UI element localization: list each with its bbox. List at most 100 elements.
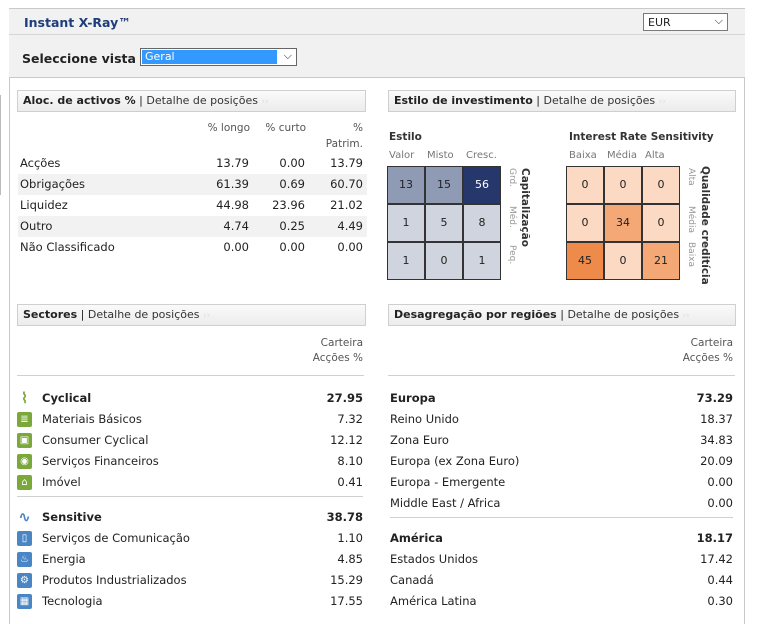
region-name: Europa - Emergente <box>390 475 506 489</box>
equity-row-1: Méd. <box>507 206 517 228</box>
sector-value: 17.55 <box>330 594 363 608</box>
region-name: América Latina <box>390 594 477 608</box>
equity-style-box: 13 15 56 1 5 8 1 0 1 <box>387 166 503 282</box>
region-value: 0.30 <box>707 594 733 608</box>
region-value: 0.44 <box>707 573 733 587</box>
list-item: ⌇ Cyclical 27.95 <box>17 388 363 409</box>
style-title: Estilo de investimento <box>394 94 533 107</box>
bond-cell: 0 <box>566 204 604 242</box>
sector-name: Materiais Básicos <box>42 412 142 426</box>
communication-icon: ▯ <box>17 531 32 546</box>
bond-row-1: Média <box>686 206 696 234</box>
bond-style-title: Interest Rate Sensitivity <box>569 131 714 143</box>
regions-col-portfolio: Carteira <box>690 337 733 349</box>
region-value: 34.83 <box>700 433 733 447</box>
view-select[interactable]: Geral ⌵ <box>140 48 297 66</box>
list-item: ≣ Materiais Básicos 7.32 <box>17 409 363 430</box>
region-name: Reino Unido <box>390 412 459 426</box>
list-item: Europa (ex Zona Euro) 20.09 <box>390 451 733 472</box>
financial-services-icon: ◉ <box>17 454 32 469</box>
list-item: ♨ Energia 4.85 <box>17 549 363 570</box>
table-row: Obrigações 61.39 0.69 60.70 <box>18 174 367 195</box>
sector-value: 0.41 <box>337 475 363 489</box>
equity-style-title: Estilo <box>389 131 422 143</box>
equity-cell: 13 <box>387 166 425 204</box>
sector-value: 27.95 <box>326 391 363 405</box>
basic-materials-icon: ≣ <box>17 412 32 427</box>
page-title: Instant X-Ray™ <box>24 15 131 30</box>
xray-frame <box>9 8 745 624</box>
list-item: ▯ Serviços de Comunicação 1.10 <box>17 528 363 549</box>
regions-title: Desagregação por regiões <box>394 308 557 321</box>
col-short: % curto <box>265 122 306 134</box>
bond-cell: 0 <box>566 166 604 204</box>
regions-col-equity: Acções % <box>682 352 733 364</box>
region-list: Europa 73.29 Reino Unido 18.37 Zona Euro 34.8… <box>390 388 733 624</box>
list-item: ∿ Sensitive 38.78 <box>17 507 363 528</box>
style-detail-link[interactable]: Detalhe de posições <box>543 94 656 107</box>
regions-detail-link[interactable]: Detalhe de posições <box>567 308 680 321</box>
style-header: Estilo de investimento | Detalhe de posi… <box>388 90 736 112</box>
sector-value: 8.10 <box>337 454 363 468</box>
table-row: Não Classificado 0.00 0.00 0.00 <box>20 240 363 254</box>
sector-value: 38.78 <box>326 510 363 524</box>
currency-select[interactable]: EUR ⌵ <box>643 13 728 31</box>
bond-col-0: Baixa <box>569 150 597 161</box>
region-name: América <box>390 531 443 545</box>
sectors-col-equity: Acções % <box>312 352 363 364</box>
col-net-sub: Patrim. <box>325 138 363 150</box>
sector-name: Energia <box>42 552 86 566</box>
equity-cell: 1 <box>387 242 425 280</box>
region-name: Zona Euro <box>390 433 449 447</box>
region-name: Middle East / Africa <box>390 496 501 510</box>
regions-header: Desagregação por regiões | Detalhe de po… <box>388 304 736 326</box>
equity-cell: 0 <box>425 242 463 280</box>
chevron-down-icon: ⌵ <box>714 14 723 27</box>
table-row: Outro 4.74 0.25 4.49 <box>18 216 367 237</box>
sector-name: Consumer Cyclical <box>42 433 149 447</box>
energy-icon: ♨ <box>17 552 32 567</box>
view-value: Geral <box>142 50 277 64</box>
equity-cell: 8 <box>463 204 501 242</box>
sector-value: 15.29 <box>330 573 363 587</box>
sector-name: Sensitive <box>42 510 102 524</box>
col-net: % <box>353 122 363 134</box>
allocation-detail-link[interactable]: Detalhe de posições <box>146 94 258 107</box>
region-value: 0.00 <box>707 496 733 510</box>
list-item: América Latina 0.30 <box>390 591 733 612</box>
equity-cell: 5 <box>425 204 463 242</box>
bond-col-2: Alta <box>645 150 665 161</box>
list-item: ⌂ Imóvel 0.41 <box>17 472 363 493</box>
sectors-col-portfolio: Carteira <box>320 337 363 349</box>
bond-cell: 0 <box>604 242 642 280</box>
equity-row-0: Grd. <box>507 168 517 188</box>
top-bar <box>9 8 745 78</box>
bond-row-0: Alta <box>686 168 696 186</box>
sectors-title: Sectores <box>23 308 78 321</box>
allocation-title: Aloc. de activos % <box>23 94 136 107</box>
region-value: 0.00 <box>707 475 733 489</box>
list-item: Europa 73.29 <box>390 388 733 409</box>
list-item: Zona Euro 34.83 <box>390 430 733 451</box>
list-item: ◉ Serviços Financeiros 8.10 <box>17 451 363 472</box>
cyclical-icon: ⌇ <box>20 389 29 407</box>
equity-col-1: Misto <box>427 150 454 161</box>
table-row: Liquidez 44.98 23.96 21.02 <box>20 198 363 212</box>
bond-cell: 0 <box>642 204 680 242</box>
sector-value: 12.12 <box>330 433 363 447</box>
sensitive-icon: ∿ <box>18 508 31 526</box>
sectors-header: Sectores | Detalhe de posições ›› <box>17 304 366 326</box>
equity-cell: 1 <box>463 242 501 280</box>
equity-cell: 56 <box>463 166 501 204</box>
sector-name: Cyclical <box>42 391 92 405</box>
sector-name: Imóvel <box>42 475 81 489</box>
equity-axis-title: Capitalização <box>519 168 531 247</box>
sectors-detail-link[interactable]: Detalhe de posições <box>87 308 200 321</box>
col-long: % longo <box>207 122 250 134</box>
region-name: Estados Unidos <box>390 552 479 566</box>
sector-name: Tecnologia <box>42 594 103 608</box>
view-label: Seleccione vista <box>22 51 136 66</box>
list-item: América 18.17 <box>390 528 733 549</box>
bond-cell: 21 <box>642 242 680 280</box>
equity-cell: 1 <box>387 204 425 242</box>
